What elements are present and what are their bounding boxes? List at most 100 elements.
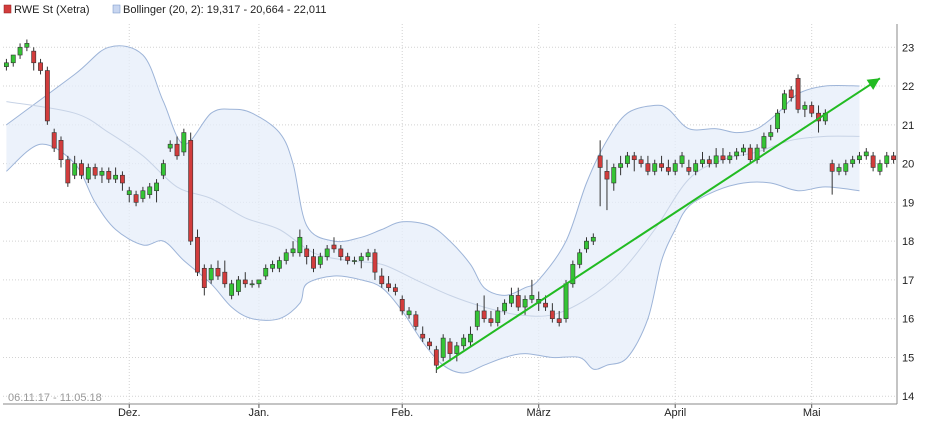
candle [283,248,289,265]
candle [706,155,712,168]
candle [24,39,30,52]
candle [618,155,624,176]
candle [693,159,699,176]
x-tick-label: Mai [803,407,821,419]
y-tick-label: 20 [902,159,914,171]
candle [447,338,453,362]
candle [891,151,897,164]
candle [120,171,125,191]
candle-body [734,151,740,157]
candle-body [577,252,583,265]
x-tick-label: März [526,407,550,419]
candle [304,245,310,265]
candle [167,140,173,152]
candle-body [311,256,316,269]
candle-body [222,271,228,285]
candle-body [24,43,30,48]
trend-arrow-head [866,78,880,90]
candle [850,155,856,168]
candle [679,151,685,168]
candle-body [474,310,480,327]
candle [386,276,391,292]
candle-body [686,167,692,172]
candle-body [133,194,139,203]
candle [324,245,330,261]
candle [549,303,555,323]
candle-body [604,171,610,180]
candle [215,260,221,280]
candle-body [17,46,23,56]
candle-body [788,89,794,98]
candle-body [713,155,719,164]
candle-body [440,337,446,358]
candle [870,151,876,172]
candle [638,155,644,168]
candle-body [870,155,876,168]
candle [229,279,235,300]
date-range-label: 06.11.17 - 11.05.18 [8,392,102,404]
candle [515,287,521,311]
candle [843,159,849,176]
candle-body [809,105,815,114]
candle [645,155,651,176]
candle-body [379,275,385,285]
candle-body [563,283,569,319]
candle [331,237,337,253]
candle-body [317,256,323,265]
candle [297,229,303,257]
candle [556,310,562,327]
candle [781,89,787,114]
candle [92,163,98,180]
candle-body [618,163,624,168]
candle-body [120,174,125,184]
candle-body [802,105,808,110]
candle-body [631,155,637,161]
candle-body [58,140,64,161]
candle [208,264,214,284]
candle-body [345,256,351,261]
candle-body [850,159,856,164]
candle-body [556,318,562,323]
candle [788,86,794,102]
candle-body [331,244,337,250]
candle [358,252,364,269]
candle [481,295,487,323]
candle [256,279,262,288]
y-tick-label: 18 [902,236,914,248]
candle [584,237,589,253]
candle [290,241,296,257]
candle [99,167,105,183]
candle-body [140,190,146,199]
candle-body [584,240,589,250]
candle-body [188,140,194,242]
legend: RWE St (Xetra) Bollinger (20, 2): 19,317… [3,4,326,16]
candle-body [665,167,671,172]
candle-body [427,341,432,347]
candle [236,276,241,296]
candle-body [167,143,173,149]
candle [625,151,630,168]
candle-body [447,341,453,354]
candle [133,190,139,207]
candle-body [891,155,897,161]
candle [174,136,180,160]
x-tick-label: Feb. [391,407,413,419]
candle-body [160,163,166,176]
legend-bollinger-label: Bollinger (20, 2): 19,317 - 20,664 - 22,… [123,4,326,16]
candle [590,233,596,246]
candle [720,148,726,164]
candle [577,248,583,269]
candle [474,303,480,331]
candle-body [843,163,849,172]
candle [413,310,419,331]
candle [317,252,323,269]
candle-body [706,159,712,164]
candle [747,144,753,164]
candle [877,159,883,176]
candle-body [174,143,180,157]
candle [406,307,412,319]
candle [181,128,187,156]
candle [222,260,228,288]
candle-body [147,186,153,195]
candle [604,159,610,211]
